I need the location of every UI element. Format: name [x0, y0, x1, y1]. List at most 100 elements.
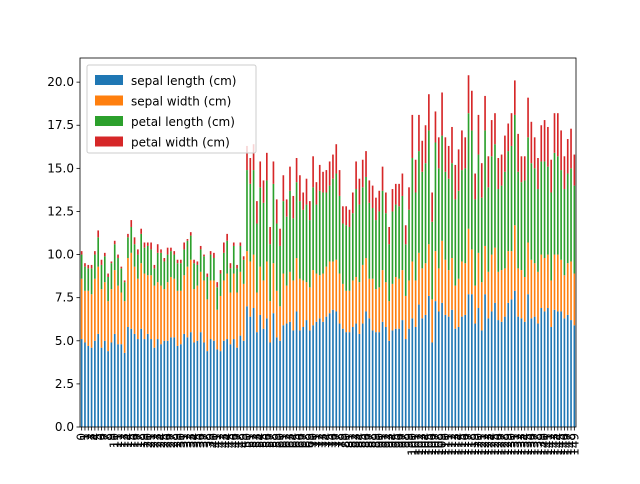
x-tick-label: 65 — [290, 433, 304, 448]
bar-segment — [566, 139, 569, 174]
x-tick-label: 94 — [385, 433, 399, 448]
bar-segment — [173, 337, 176, 427]
x-tick-label: 17 — [131, 433, 145, 448]
bar-segment — [563, 156, 566, 190]
bar-segment — [242, 283, 245, 341]
bar-segment — [239, 335, 242, 427]
bar-segment — [451, 309, 453, 427]
bar-segment — [517, 133, 519, 172]
bar-segment — [391, 330, 394, 427]
bar-segment — [444, 314, 447, 427]
bar-segment — [537, 158, 539, 190]
x-tick-label: 0 — [75, 433, 89, 441]
bar-segment — [133, 333, 136, 427]
bar-segment — [203, 342, 205, 427]
bar-segment — [140, 228, 142, 234]
x-tick-label: 69 — [303, 433, 317, 448]
bar-segment — [150, 339, 152, 427]
x-tick-label: 138 — [531, 433, 545, 456]
bar-segment — [517, 316, 519, 427]
x-tick-label: 91 — [376, 433, 390, 448]
bar-segment — [226, 233, 228, 241]
bar-segment — [520, 318, 523, 427]
series-1 — [80, 225, 576, 353]
bar-segment — [348, 209, 351, 227]
bar-segment — [272, 161, 275, 184]
bar-segment — [418, 151, 420, 253]
x-tick-label: 146 — [557, 433, 571, 456]
bar-segment — [421, 318, 424, 427]
bar-segment — [424, 314, 427, 427]
plot-frame — [79, 57, 577, 428]
bar-segment — [196, 264, 199, 286]
bar-segment — [335, 311, 338, 427]
bar-segment — [351, 192, 354, 214]
bar-segment — [140, 328, 142, 427]
x-tick-label: 51 — [243, 433, 257, 448]
bar-segment — [166, 340, 169, 427]
bar-segment — [183, 249, 185, 276]
bar-segment — [517, 171, 519, 269]
bar-segment — [209, 339, 212, 427]
bar-segment — [328, 185, 331, 262]
bar-segment — [494, 144, 496, 248]
bar-segment — [474, 285, 476, 324]
bar-segment — [213, 258, 215, 281]
bar-segment — [375, 197, 377, 221]
bar-segment — [209, 280, 212, 340]
bar-segment — [226, 240, 228, 274]
bar-segment — [249, 158, 252, 184]
bar-segment — [130, 252, 133, 329]
bar-segment — [385, 282, 387, 327]
bar-segment — [236, 268, 238, 293]
bar-segment — [110, 261, 113, 264]
legend: sepal length (cm) sepal width (cm) petal l… — [86, 64, 257, 154]
bar-segment — [209, 254, 212, 281]
bar-segment — [312, 325, 314, 427]
bar-segment — [143, 273, 146, 340]
bar-segment — [398, 278, 400, 329]
bar-segment — [480, 282, 483, 331]
bar-segment — [368, 278, 371, 319]
bar-segment — [325, 170, 328, 193]
bar-segment — [199, 249, 202, 272]
bar-segment — [401, 270, 404, 321]
x-tick-label: 76 — [326, 433, 340, 448]
bar-segment — [266, 261, 268, 319]
bar-segment — [285, 216, 288, 286]
bar-segment — [461, 170, 463, 262]
bar-segment — [87, 345, 90, 427]
bar-segment — [338, 273, 341, 324]
bar-segment — [504, 268, 506, 317]
bar-segment — [117, 285, 119, 345]
x-tick-label: 147 — [561, 433, 575, 456]
bar-segment — [213, 340, 215, 427]
bar-segment — [90, 264, 93, 269]
bar-segment — [189, 332, 192, 427]
bar-segment — [173, 278, 176, 338]
bar-segment — [193, 263, 195, 290]
x-tick-label: 18 — [134, 433, 148, 448]
bar-segment — [259, 161, 262, 188]
bar-segment — [533, 316, 536, 427]
bar-segment — [216, 282, 219, 288]
bar-segment — [312, 187, 314, 271]
bar-segment — [497, 158, 500, 190]
bar-segment — [411, 318, 414, 427]
bar-segment — [351, 326, 354, 427]
bar-segment — [80, 254, 83, 279]
x-tick-label: 50 — [240, 433, 254, 448]
bar-segment — [348, 290, 351, 333]
bar-segment — [368, 318, 371, 427]
x-tick-label: 13 — [118, 433, 132, 448]
x-tick-label: 85 — [356, 433, 370, 448]
bar-segment — [414, 280, 417, 327]
bar-segment — [540, 308, 543, 427]
bar-segment — [510, 299, 513, 427]
bar-segment — [487, 156, 490, 188]
bar-segment — [256, 332, 258, 427]
bar-segment — [308, 330, 311, 427]
bar-segment — [223, 280, 225, 341]
bar-segment — [183, 242, 185, 250]
bar-segment — [97, 230, 100, 238]
